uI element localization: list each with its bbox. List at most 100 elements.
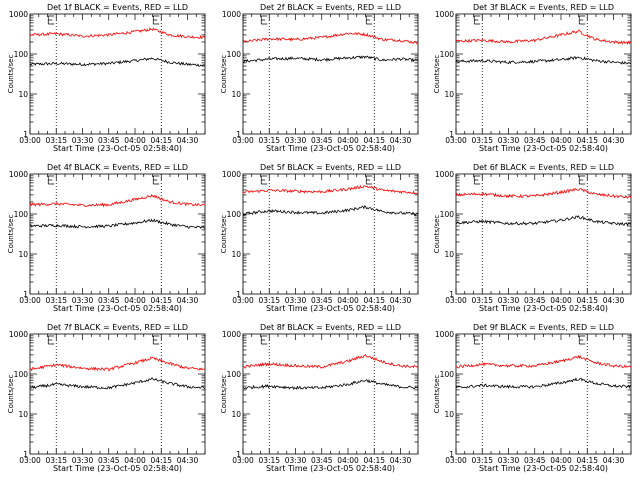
series-line-events — [455, 215, 632, 227]
series-line-lld — [242, 184, 419, 195]
series-line-lld — [455, 187, 632, 199]
x-tick-label: 03:15 — [258, 136, 280, 145]
series-line-events — [242, 55, 419, 64]
x-tick-label: 03:45 — [524, 296, 546, 305]
x-tick-label: 03:45 — [524, 136, 546, 145]
y-tick-label: 10 — [444, 410, 454, 419]
series-line-events — [242, 205, 419, 216]
panel: Det 9f BLACK = Events, RED = LLD 1 10 100 10… — [433, 323, 632, 473]
x-axis-label: Start Time (23-Oct-05 02:58:40) — [479, 304, 608, 313]
panel: Det 3f BLACK = Events, RED = LLD 1 10 100 10… — [433, 3, 632, 153]
y-tick-label: 1000 — [9, 170, 28, 179]
y-axis-label: Counts/sec — [433, 375, 441, 414]
x-tick-label: 03:15 — [45, 136, 67, 145]
y-tick-label: 1000 — [222, 10, 241, 19]
y-tick-label: 1 — [236, 130, 241, 139]
x-tick-label: 03:45 — [98, 456, 120, 465]
y-tick-label: 100 — [227, 370, 242, 379]
x-tick-label: 04:30 — [603, 456, 625, 465]
x-tick-label: 04:00 — [337, 296, 359, 305]
x-tick-label: 04:30 — [390, 136, 412, 145]
x-tick-label: 03:15 — [45, 456, 67, 465]
x-tick-label: 03:45 — [311, 456, 333, 465]
x-tick-label: 03:15 — [471, 296, 493, 305]
y-tick-label: 1 — [449, 130, 454, 139]
x-tick-label: 03:30 — [498, 456, 520, 465]
y-tick-label: 10 — [444, 90, 454, 99]
series-line-lld — [29, 27, 206, 40]
series-line-lld — [455, 29, 632, 45]
x-tick-label: 03:15 — [258, 296, 280, 305]
x-tick-label: 04:00 — [550, 136, 572, 145]
series-line-events — [29, 218, 206, 229]
y-axis-label: Counts/sec — [433, 55, 441, 94]
y-tick-label: 1000 — [435, 330, 454, 339]
y-tick-label: 1000 — [9, 10, 28, 19]
x-tick-label: 04:00 — [337, 136, 359, 145]
y-tick-label: 100 — [440, 370, 455, 379]
flag-mark — [365, 15, 373, 25]
series-line-lld — [456, 354, 632, 369]
series-line-events — [29, 377, 206, 390]
y-axis-label: Counts/sec — [433, 215, 441, 254]
x-tick-label: 04:00 — [124, 296, 146, 305]
flag-mark — [152, 15, 160, 25]
x-tick-label: 03:00 — [232, 136, 254, 145]
x-axis-label: Start Time (23-Oct-05 02:58:40) — [53, 464, 182, 473]
series-line-events — [455, 56, 632, 65]
y-tick-label: 100 — [14, 370, 29, 379]
x-tick-label: 03:15 — [471, 456, 493, 465]
x-tick-label: 04:15 — [150, 296, 172, 305]
x-tick-label: 03:15 — [258, 456, 280, 465]
y-tick-label: 10 — [231, 410, 241, 419]
x-tick-label: 04:30 — [603, 296, 625, 305]
x-tick-label: 03:00 — [19, 456, 41, 465]
x-tick-label: 03:30 — [285, 136, 307, 145]
x-tick-label: 03:30 — [498, 136, 520, 145]
y-tick-label: 1 — [23, 450, 28, 459]
x-axis-label: Start Time (23-Oct-05 02:58:40) — [479, 464, 608, 473]
panel-title: Det 8f BLACK = Events, RED = LLD — [260, 323, 401, 332]
x-tick-label: 03:30 — [285, 296, 307, 305]
y-tick-label: 100 — [440, 50, 455, 59]
y-axis-label: Counts/sec — [7, 215, 15, 254]
x-tick-label: 03:00 — [445, 136, 467, 145]
y-tick-label: 1000 — [222, 170, 241, 179]
flag-mark — [260, 335, 268, 345]
y-axis-label: Counts/sec — [220, 55, 228, 94]
y-tick-label: 1000 — [9, 330, 28, 339]
x-axis-label: Start Time (23-Oct-05 02:58:40) — [479, 144, 608, 153]
panel-title: Det 5f BLACK = Events, RED = LLD — [260, 163, 401, 172]
panel: Det 5f BLACK = Events, RED = LLD 1 10 100 10… — [220, 163, 419, 313]
y-axis-label: Counts/sec — [7, 55, 15, 94]
flag-mark — [47, 335, 55, 345]
y-tick-label: 10 — [18, 410, 28, 419]
series-line-lld — [242, 354, 419, 369]
y-tick-label: 1 — [449, 290, 454, 299]
x-tick-label: 04:00 — [124, 456, 146, 465]
x-tick-label: 04:15 — [576, 456, 598, 465]
flag-mark — [473, 175, 481, 185]
y-axis-label: Counts/sec — [220, 375, 228, 414]
x-tick-label: 03:00 — [232, 296, 254, 305]
y-tick-label: 1000 — [435, 10, 454, 19]
flag-mark — [365, 335, 373, 345]
x-tick-label: 03:15 — [471, 136, 493, 145]
flag-mark — [578, 175, 586, 185]
x-tick-label: 04:30 — [390, 296, 412, 305]
x-tick-label: 03:15 — [45, 296, 67, 305]
x-tick-label: 04:15 — [576, 136, 598, 145]
panel-title: Det 6f BLACK = Events, RED = LLD — [473, 163, 614, 172]
x-axis-label: Start Time (23-Oct-05 02:58:40) — [266, 304, 395, 313]
panel-title: Det 7f BLACK = Events, RED = LLD — [47, 323, 188, 332]
y-tick-label: 100 — [14, 50, 29, 59]
x-tick-label: 03:30 — [72, 296, 94, 305]
x-tick-label: 04:30 — [177, 296, 199, 305]
x-tick-label: 04:00 — [550, 296, 572, 305]
panel-title: Det 3f BLACK = Events, RED = LLD — [473, 3, 614, 12]
flag-mark — [473, 335, 481, 345]
y-tick-label: 10 — [444, 250, 454, 259]
x-tick-label: 03:30 — [72, 136, 94, 145]
y-tick-label: 1 — [23, 290, 28, 299]
